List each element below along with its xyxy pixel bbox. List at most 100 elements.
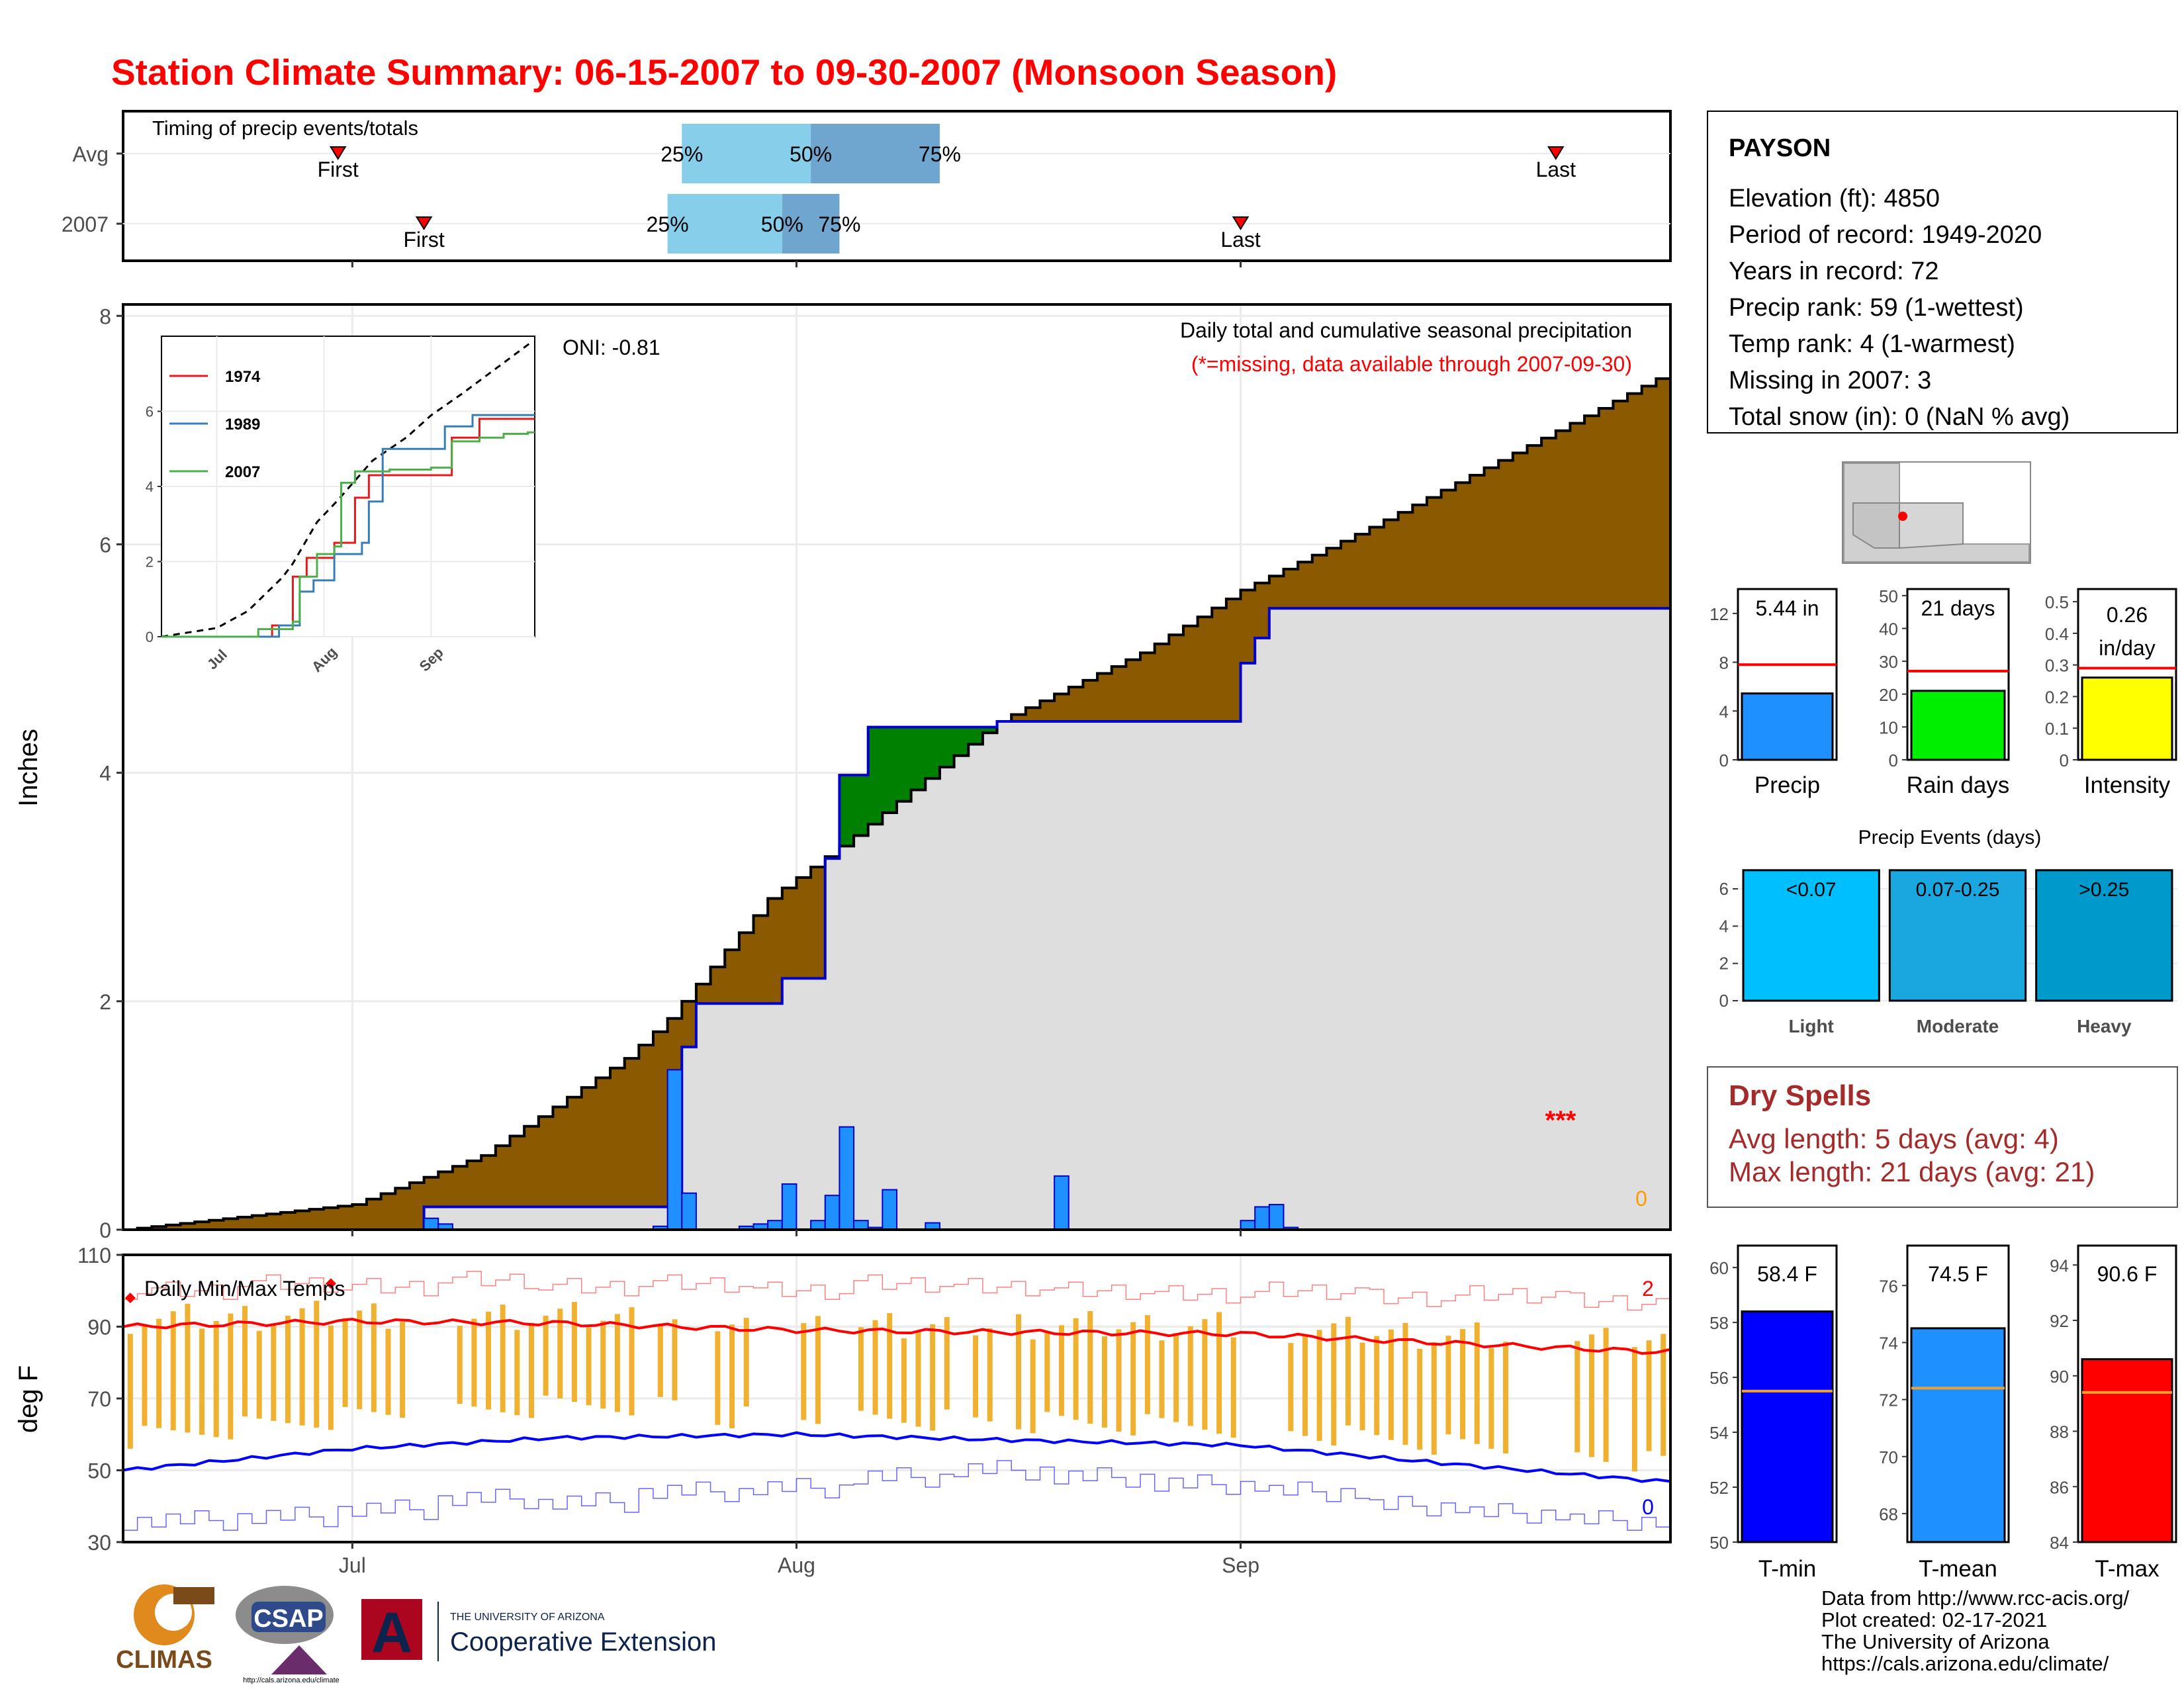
- temp-summary-ytick-label: 56: [1709, 1368, 1729, 1388]
- dry-spells-max-line: Max length: 21 days (avg: 21): [1729, 1156, 2095, 1187]
- events-category-label: Heavy: [2077, 1016, 2132, 1036]
- temp-summary-chart-t-min: 50 52 54 56 58 60 58.4 F T-min: [1709, 1244, 1838, 1582]
- events-ytick-label: 6: [1719, 879, 1729, 899]
- events-category-label: Light: [1788, 1016, 1833, 1036]
- above-average-area: [839, 727, 997, 846]
- temp-ytick-label: 90: [87, 1316, 111, 1340]
- summary-bar-label: Precip: [1754, 772, 1820, 798]
- temp-summary-value-label: 74.5 F: [1928, 1262, 1988, 1286]
- avg-max-line: [122, 1317, 1671, 1355]
- temp-ytick-label: 110: [77, 1244, 111, 1267]
- timing-box-upper: [782, 194, 840, 253]
- timing-title: Timing of precip events/totals: [152, 116, 418, 140]
- events-bar: [1742, 869, 1880, 1002]
- summary-bar-ytick-label: 40: [1879, 619, 1898, 639]
- temp-summary-ytick-label: 90: [2050, 1367, 2069, 1387]
- daily-precip-bar: [681, 1192, 697, 1231]
- precip-ytick-label: 4: [99, 762, 111, 786]
- temp-summary-ytick-label: 92: [2050, 1311, 2069, 1331]
- climas-logo-bar: [173, 1587, 214, 1604]
- climas-logo: CLIMAS: [116, 1584, 214, 1674]
- summary-bar-ytick-label: 0.4: [2045, 624, 2069, 644]
- temp-summary-ytick-label: 76: [1879, 1276, 1898, 1296]
- station-info-line: Precip rank: 59 (1-wettest): [1729, 294, 2024, 322]
- ua-logo-letter: A: [371, 1601, 412, 1665]
- inset-legend-label: 1974: [225, 368, 261, 386]
- summary-bar-ytick-label: 10: [1879, 717, 1898, 737]
- precip-panel: 0 2 4 6 8 Inches Daily total and cumulative …: [14, 303, 1672, 1242]
- temp-ytick-label: 70: [87, 1387, 111, 1411]
- temp-summary-ytick-label: 70: [1879, 1447, 1898, 1467]
- footer-line-1: Data from http://www.rcc-acis.org/: [1821, 1586, 2130, 1610]
- events-ytick-label: 0: [1719, 991, 1729, 1011]
- daily-precip-bars: [423, 1069, 1299, 1231]
- summary-bar-ytick-label: 30: [1879, 652, 1898, 672]
- station-info-line: Missing in 2007: 3: [1729, 367, 1931, 394]
- station-info-line: Total snow (in): 0 (NaN % avg): [1729, 403, 2070, 431]
- events-bar: [1888, 869, 2027, 1002]
- oni-value: ONI: -0.81: [563, 336, 660, 359]
- temp-summary-ytick-label: 88: [2050, 1422, 2069, 1442]
- temp-summary-ytick-label: 60: [1709, 1258, 1729, 1278]
- inset-average-curve: [161, 341, 532, 638]
- temp-summary-label: T-max: [2095, 1556, 2160, 1582]
- record-low-count: 0: [1642, 1495, 1654, 1519]
- temp-xtick-label: Aug: [778, 1553, 815, 1577]
- events-range-label: <0.07: [1786, 879, 1837, 901]
- summary-bar-ytick-label: 50: [1879, 586, 1898, 606]
- daily-precip-bar: [853, 1220, 869, 1231]
- timing-box-lower: [667, 194, 782, 253]
- events-category-label: Moderate: [1917, 1016, 1999, 1036]
- events-title: Precip Events (days): [1858, 827, 2042, 848]
- temp-summary-ytick-label: 74: [1879, 1333, 1898, 1353]
- precip-ytick-label: 8: [99, 304, 111, 328]
- events-ytick-label: 4: [1719, 916, 1729, 936]
- summary-bar-ytick-label: 0.3: [2045, 656, 2069, 676]
- events-bar: [2035, 869, 2173, 1002]
- temp-summary-ytick-label: 54: [1709, 1423, 1729, 1443]
- summary-bar-ytick-label: 8: [1719, 653, 1729, 673]
- timing-first-marker: [415, 216, 433, 230]
- temp-summary-label: T-min: [1758, 1556, 1817, 1582]
- daily-precip-bar: [824, 1195, 841, 1230]
- ua-logo: A THE UNIVERSITY OF ARIZONA Cooperative …: [361, 1599, 716, 1665]
- temp-summary-label: T-mean: [1919, 1556, 1997, 1582]
- timing-last-label: Last: [1220, 228, 1261, 251]
- summary-bar-ytick-label: 0.5: [2045, 592, 2069, 612]
- summary-bar-value-label: 5.44 in: [1755, 596, 1819, 620]
- temp-summary-value-label: 58.4 F: [1757, 1262, 1817, 1286]
- temp-summary-ytick-label: 58: [1709, 1313, 1729, 1333]
- station-lines: Elevation (ft): 4850 Period of record: 19…: [1729, 185, 2070, 431]
- precip-y-axis: 0 2 4 6 8: [99, 304, 1242, 1242]
- inset-legend-label: 2007: [225, 463, 260, 481]
- missing-note: (*=missing, data available through 2007-…: [1191, 352, 1632, 376]
- missing-markers: ***: [1545, 1106, 1576, 1135]
- inset-series-line: [161, 431, 535, 638]
- station-location-dot: [1898, 512, 1907, 521]
- temp-xtick-label: Sep: [1222, 1553, 1259, 1577]
- summary-bar-value-label: 0.26: [2107, 603, 2148, 627]
- station-info-line: Temp rank: 4 (1-warmest): [1729, 330, 2015, 358]
- daily-precip-bar: [882, 1189, 897, 1231]
- daily-precip-bar: [1254, 1206, 1270, 1230]
- timing-box-lower: [682, 124, 811, 183]
- events-ytick-label: 2: [1719, 954, 1729, 974]
- precip-ytick-label: 0: [99, 1218, 111, 1242]
- temp-ylabel: deg F: [14, 1365, 43, 1433]
- temp-summary-bar: [2081, 1358, 2173, 1543]
- daily-precip-bar: [839, 1126, 855, 1230]
- temp-content: [122, 1271, 1671, 1531]
- temp-panel: 30 50 70 90 110 Daily Min/Max Temps 2 0 deg …: [14, 1244, 1672, 1577]
- footer-line-4: https://cals.arizona.edu/climate/: [1821, 1652, 2109, 1675]
- record-low-line: [123, 1460, 1670, 1531]
- timing-last-label: Last: [1536, 158, 1576, 181]
- timing-first-label: First: [404, 228, 445, 251]
- precip-subtitle: Daily total and cumulative seasonal prec…: [1180, 318, 1632, 342]
- temp-summary-ytick-label: 84: [2050, 1533, 2069, 1553]
- dry-spells-box: Dry Spells Avg length: 5 days (avg: 4) M…: [1707, 1066, 2178, 1208]
- snow-count: 0: [1635, 1187, 1647, 1211]
- station-info-frame: [1707, 111, 2178, 434]
